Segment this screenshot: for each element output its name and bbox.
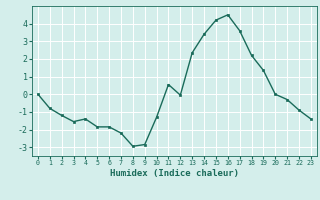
X-axis label: Humidex (Indice chaleur): Humidex (Indice chaleur) xyxy=(110,169,239,178)
